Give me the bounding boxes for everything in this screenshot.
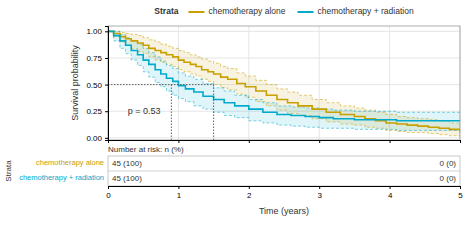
tick-label: 0.00 <box>86 134 102 143</box>
tick-mark <box>178 140 179 143</box>
grid-line <box>108 137 460 138</box>
tick-mark <box>460 140 461 143</box>
tick: 3 <box>317 186 322 200</box>
tick-label: 1 <box>177 191 182 200</box>
tick-mark <box>390 186 391 189</box>
legend: Strata chemotherapy alone chemotherapy + r… <box>154 6 414 16</box>
tick-mark <box>460 186 461 189</box>
risk-row-label: chemotherapy alone <box>36 158 104 167</box>
axis-title: Time (years) <box>259 206 309 216</box>
tick-label: 0.25 <box>86 107 102 116</box>
tick: 0.75 <box>86 54 108 63</box>
tick-label: 0.50 <box>86 81 102 90</box>
tick <box>319 140 320 143</box>
tick-mark <box>249 186 250 189</box>
plot-frame <box>108 26 460 140</box>
tick-mark <box>319 140 320 143</box>
survival-curve <box>108 31 460 120</box>
tick: 1 <box>177 186 182 200</box>
tick: 4 <box>388 186 393 200</box>
risk-count: 0 (0) <box>440 174 457 183</box>
tick-mark <box>105 31 108 32</box>
tick <box>108 140 109 143</box>
median-line <box>213 85 214 140</box>
tick-mark <box>105 138 108 139</box>
risk-count: 45 (100) <box>112 159 142 168</box>
risk-table-header: Number at risk: n (%) <box>108 145 184 154</box>
tick: 0 <box>106 186 111 200</box>
legend-item: chemotherapy + radiation <box>297 6 413 16</box>
tick <box>249 140 250 143</box>
axis <box>109 140 461 143</box>
tick-mark <box>105 85 108 86</box>
axis: 0.00 0.25 0.50 0.75 1.00 <box>86 27 108 143</box>
legend-label: chemotherapy alone <box>208 6 285 16</box>
tick-label: 1.00 <box>86 27 102 36</box>
tick: 0.50 <box>86 81 108 90</box>
legend-swatch <box>188 11 204 13</box>
axis-title: Survival probability <box>70 45 80 121</box>
chart: 0.00 0.25 0.50 0.75 1.00 p = 0.53 Survival pro… <box>0 0 474 239</box>
confidence-bound <box>108 31 460 125</box>
tick: 0.00 <box>86 134 108 143</box>
axis-line <box>109 141 461 144</box>
confidence-bound <box>108 31 460 136</box>
median-line <box>171 85 172 140</box>
tick-label: 5 <box>458 191 463 200</box>
tick-mark <box>319 186 320 189</box>
risk-table-separator <box>108 171 460 172</box>
tick: 0.25 <box>86 107 108 116</box>
axis-line <box>109 187 461 190</box>
tick-mark <box>105 58 108 59</box>
tick <box>390 140 391 143</box>
legend-title: Strata <box>154 6 178 16</box>
grid-line <box>108 31 460 32</box>
confidence-bound <box>108 31 460 130</box>
tick: 2 <box>247 186 252 200</box>
survival-curve <box>108 31 460 132</box>
tick-mark <box>249 140 250 143</box>
tick-mark <box>108 140 109 143</box>
confidence-band <box>108 31 460 130</box>
grid <box>108 26 460 140</box>
tick-label: 3 <box>317 191 322 200</box>
confidence-band <box>108 31 460 136</box>
tick-label: 2 <box>247 191 252 200</box>
risk-table: Number at risk: n (%) chemotherapy alone 4… <box>4 145 460 186</box>
tick-mark <box>178 186 179 189</box>
tick: 5 <box>458 186 463 200</box>
legend-swatch <box>297 11 313 13</box>
axis: 0 1 2 3 4 5 <box>106 186 463 200</box>
tick-label: 4 <box>388 191 393 200</box>
annotation: p = 0.53 <box>128 106 161 116</box>
tick-mark <box>108 186 109 189</box>
tick <box>460 140 461 143</box>
plot-area <box>108 31 460 140</box>
tick-label: 0.75 <box>86 54 102 63</box>
risk-row-label: chemotherapy + radiation <box>19 173 104 182</box>
tick-mark <box>105 111 108 112</box>
tick: 1.00 <box>86 27 108 36</box>
axis-line <box>105 27 109 141</box>
legend-item: chemotherapy alone <box>188 6 285 16</box>
tick-mark <box>390 140 391 143</box>
tick <box>178 140 179 143</box>
legend-label: chemotherapy + radiation <box>317 6 413 16</box>
risk-count: 0 (0) <box>440 159 457 168</box>
risk-strata-label: Strata <box>4 160 13 182</box>
median-line <box>108 84 214 85</box>
risk-count: 45 (100) <box>112 174 142 183</box>
risk-table-frame <box>108 156 460 186</box>
tick-label: 0 <box>106 191 111 200</box>
